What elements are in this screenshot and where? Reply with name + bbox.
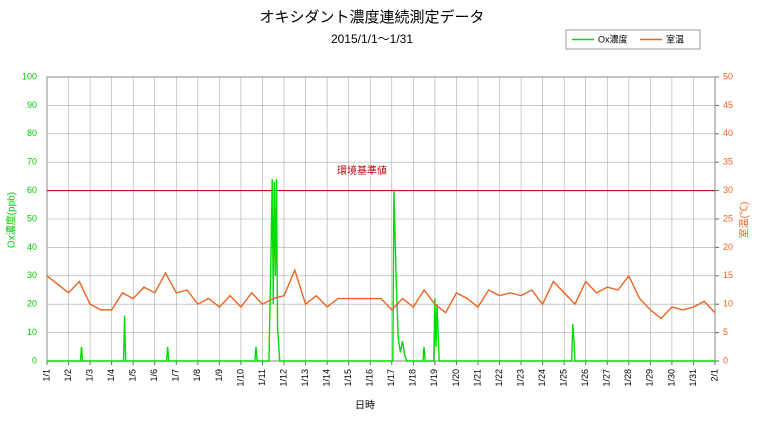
y-tick-label: 0 (32, 355, 37, 365)
y2-tick-label: 25 (723, 213, 733, 223)
x-tick-label: 1/20 (451, 369, 461, 387)
x-tick-label: 1/18 (408, 369, 418, 387)
series-line (47, 179, 715, 362)
x-tick-label: 1/30 (666, 369, 676, 387)
x-tick-label: 1/28 (623, 369, 633, 387)
x-tick-label: 1/16 (365, 369, 375, 387)
y-tick-label: 100 (22, 71, 37, 81)
x-tick-label: 1/2 (63, 369, 73, 382)
chart-subtitle: 2015/1/1～1/31 (331, 32, 413, 46)
x-tick-label: 1/22 (494, 369, 504, 387)
x-tick-label: 1/7 (171, 369, 181, 382)
y2-axis-title: 室温(℃) (738, 202, 751, 239)
x-tick-label: 1/1 (41, 369, 51, 382)
y-tick-label: 20 (27, 299, 37, 309)
reference-label: 環境基準値 (337, 164, 387, 177)
x-tick-label: 1/17 (386, 369, 396, 387)
x-tick-label: 1/8 (192, 369, 202, 382)
y-axis-title: Ox濃度(ppb) (5, 192, 18, 248)
legend-label: 室温 (666, 33, 684, 44)
x-tick-label: 1/23 (515, 369, 525, 387)
x-tick-label: 1/10 (235, 369, 245, 387)
x-tick-label: 1/9 (214, 369, 224, 382)
x-tick-label: 1/15 (343, 369, 353, 387)
x-tick-label: 1/11 (257, 369, 267, 386)
x-tick-label: 1/14 (322, 369, 332, 387)
x-tick-label: 2/1 (709, 369, 719, 382)
x-tick-label: 1/13 (300, 369, 310, 387)
y-tick-label: 10 (27, 327, 37, 337)
x-tick-label: 1/5 (128, 369, 138, 382)
legend-box (565, 29, 701, 50)
y2-tick-label: 10 (723, 299, 733, 309)
y-tick-label: 50 (27, 213, 37, 223)
x-tick-label: 1/12 (278, 369, 288, 387)
x-tick-label: 1/26 (580, 369, 590, 387)
y-tick-label: 60 (27, 185, 37, 195)
y2-tick-label: 35 (723, 157, 733, 167)
y2-tick-label: 45 (723, 100, 733, 110)
x-axis-title: 日時 (355, 400, 375, 412)
y-tick-label: 30 (27, 270, 37, 280)
x-tick-label: 1/31 (688, 369, 698, 387)
y-tick-label: 90 (27, 100, 37, 110)
y-tick-label: 40 (27, 242, 37, 252)
x-tick-label: 1/24 (537, 369, 547, 387)
y2-tick-label: 50 (723, 71, 733, 81)
y-tick-label: 70 (27, 157, 37, 167)
x-tick-label: 1/4 (106, 369, 116, 382)
x-tick-label: 1/19 (429, 369, 439, 387)
x-tick-label: 1/6 (149, 369, 159, 382)
y2-tick-label: 20 (723, 242, 733, 252)
x-tick-label: 1/3 (84, 369, 94, 382)
x-tick-label: 1/29 (645, 369, 655, 387)
y2-tick-label: 30 (723, 185, 733, 195)
x-tick-label: 1/25 (559, 369, 569, 387)
y2-tick-label: 15 (723, 270, 733, 280)
x-tick-label: 1/21 (472, 369, 482, 387)
y2-tick-label: 5 (723, 327, 728, 337)
legend-label: Ox濃度 (598, 33, 628, 44)
series-line (46, 268, 716, 320)
chart-title: オキシダント濃度連続測定データ (259, 8, 484, 26)
y2-tick-label: 40 (723, 128, 733, 138)
x-tick-label: 1/27 (602, 369, 612, 387)
y2-tick-label: 0 (723, 355, 728, 365)
y-tick-label: 80 (27, 128, 37, 138)
